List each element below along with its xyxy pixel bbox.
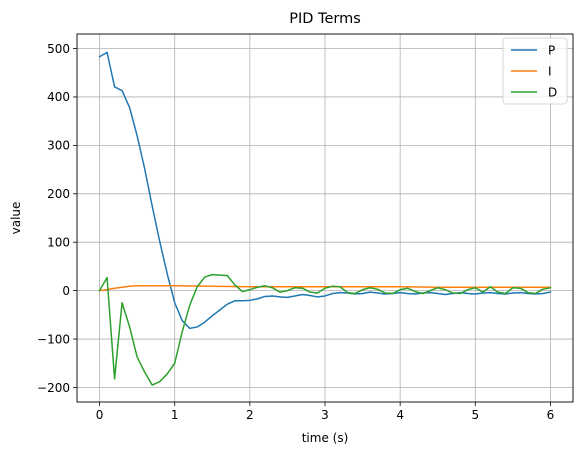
grid [77, 34, 573, 402]
series-line-p [98, 51, 552, 330]
series-line-d [98, 273, 552, 386]
y-tick-label: −200 [37, 381, 70, 395]
series-lines [98, 51, 552, 386]
y-tick-label: 100 [47, 236, 70, 250]
y-tick-label: 200 [47, 187, 70, 201]
legend-label-i: I [548, 64, 552, 78]
legend: PID [502, 37, 568, 105]
y-axis-label: value [9, 202, 23, 235]
chart-title: PID Terms [289, 11, 361, 27]
legend-label-d: D [548, 85, 557, 99]
legend-label-p: P [548, 43, 555, 57]
x-tick-label: 4 [396, 408, 404, 422]
x-tick-label: 2 [246, 408, 254, 422]
y-tick-label: 500 [47, 42, 70, 56]
x-tick-label: 3 [321, 408, 329, 422]
x-tick-label: 6 [547, 408, 555, 422]
x-tick-label: 5 [471, 408, 479, 422]
y-tick-label: 0 [62, 284, 70, 298]
axis-ticks: 0 1 2 3 4 5 6 −200 −100 0 100 200 300 400 500 [37, 42, 554, 422]
x-tick-label: 0 [96, 408, 104, 422]
x-axis-label: time (s) [302, 431, 349, 445]
series-line-i [98, 285, 552, 292]
y-tick-label: 400 [47, 90, 70, 104]
x-tick-label: 1 [171, 408, 179, 422]
y-tick-label: −100 [37, 332, 70, 346]
y-tick-label: 300 [47, 139, 70, 153]
